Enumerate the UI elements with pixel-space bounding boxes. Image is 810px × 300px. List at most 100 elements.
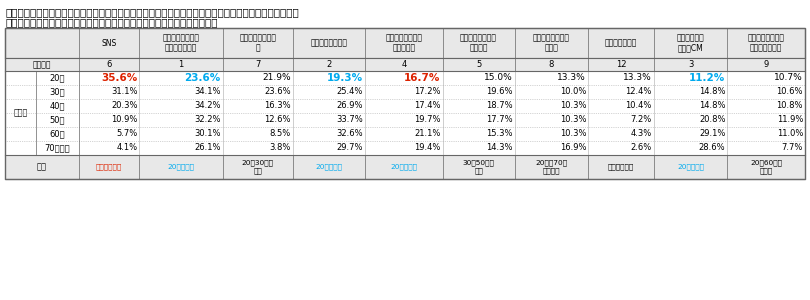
Text: 11.2%: 11.2% <box>689 73 726 83</box>
Text: 7.7%: 7.7% <box>782 143 803 152</box>
Text: 26.1%: 26.1% <box>194 143 220 152</box>
Bar <box>5 28 805 58</box>
Text: 34.2%: 34.2% <box>194 101 220 110</box>
Text: 20〜60代が
同程度: 20〜60代が 同程度 <box>750 160 782 174</box>
Text: 2.6%: 2.6% <box>630 143 652 152</box>
Text: 28.6%: 28.6% <box>699 143 726 152</box>
Text: 2: 2 <box>326 60 331 69</box>
Text: 8: 8 <box>548 60 554 69</box>
Text: 19.7%: 19.7% <box>414 116 441 124</box>
Text: 10.3%: 10.3% <box>560 101 586 110</box>
Text: 10.3%: 10.3% <box>560 116 586 124</box>
Text: 20〜30代が
高い: 20〜30代が 高い <box>242 160 274 174</box>
Text: 15.0%: 15.0% <box>484 74 513 82</box>
Text: 10.7%: 10.7% <box>774 74 803 82</box>
Text: 年代別: 年代別 <box>13 109 28 118</box>
Text: 10.3%: 10.3% <box>560 130 586 139</box>
Text: 20代が最低: 20代が最低 <box>390 164 417 170</box>
Text: 17.7%: 17.7% <box>486 116 513 124</box>
Text: 19.3%: 19.3% <box>327 73 363 83</box>
Text: 販売店などの店頭: 販売店などの店頭 <box>310 38 347 47</box>
Bar <box>5 155 805 179</box>
Text: 21.9%: 21.9% <box>262 74 291 82</box>
Text: 16.7%: 16.7% <box>404 73 441 83</box>
Text: 25.4%: 25.4% <box>337 88 363 97</box>
Text: 30.1%: 30.1% <box>194 130 220 139</box>
Text: 30代: 30代 <box>49 88 65 97</box>
Text: 33.7%: 33.7% <box>336 116 363 124</box>
Text: 比較・まとめサイ
ト: 比較・まとめサイ ト <box>239 33 276 53</box>
Text: 17.2%: 17.2% <box>414 88 441 97</box>
Text: 20代と70以
上が高い: 20代と70以 上が高い <box>535 160 568 174</box>
Text: 16.3%: 16.3% <box>264 101 291 110</box>
Text: 32.6%: 32.6% <box>336 130 363 139</box>
Text: テレビ番組／
テレビCM: テレビ番組／ テレビCM <box>676 33 705 53</box>
Text: 12: 12 <box>616 60 626 69</box>
Text: 18.7%: 18.7% <box>486 101 513 110</box>
Text: 12.4%: 12.4% <box>625 88 652 97</box>
Text: 31.1%: 31.1% <box>111 88 138 97</box>
Text: 20.8%: 20.8% <box>699 116 726 124</box>
Text: 19.6%: 19.6% <box>486 88 513 97</box>
Text: 3.8%: 3.8% <box>270 143 291 152</box>
Bar <box>5 71 805 155</box>
Text: 5: 5 <box>476 60 481 69</box>
Text: 20.3%: 20.3% <box>111 101 138 110</box>
Text: 21.1%: 21.1% <box>414 130 441 139</box>
Text: 50代: 50代 <box>49 116 65 124</box>
Text: 19.4%: 19.4% <box>414 143 441 152</box>
Text: SNS: SNS <box>101 38 117 47</box>
Text: 13.3%: 13.3% <box>557 74 586 82</box>
Text: 4.3%: 4.3% <box>630 130 652 139</box>
Text: 26.9%: 26.9% <box>336 101 363 110</box>
Text: 40代: 40代 <box>49 101 65 110</box>
Bar <box>5 58 805 71</box>
Text: 32.2%: 32.2% <box>194 116 220 124</box>
Text: 傾向: 傾向 <box>36 163 47 172</box>
Text: 11.9%: 11.9% <box>777 116 803 124</box>
Text: 20代が最低: 20代が最低 <box>168 164 194 170</box>
Text: 友人・知人・家族
のクチコミ: 友人・知人・家族 のクチコミ <box>386 33 422 53</box>
Text: 全体順位: 全体順位 <box>32 60 51 69</box>
Text: 23.6%: 23.6% <box>264 88 291 97</box>
Text: 29.7%: 29.7% <box>336 143 363 152</box>
Text: 14.8%: 14.8% <box>699 101 726 110</box>
Text: 10.0%: 10.0% <box>560 88 586 97</box>
Text: 15.3%: 15.3% <box>486 130 513 139</box>
Text: 1: 1 <box>178 60 184 69</box>
Text: 8.5%: 8.5% <box>270 130 291 139</box>
Text: 7: 7 <box>255 60 261 69</box>
Text: 20代が最低: 20代が最低 <box>677 164 704 170</box>
Text: 10.4%: 10.4% <box>625 101 652 110</box>
Text: 10.6%: 10.6% <box>777 88 803 97</box>
Text: 5.7%: 5.7% <box>116 130 138 139</box>
Text: 11.0%: 11.0% <box>777 130 803 139</box>
Text: 30〜50代が
高い: 30〜50代が 高い <box>463 160 495 174</box>
Text: ネットショッピン
グサイト: ネットショッピン グサイト <box>460 33 497 53</box>
Text: 17.4%: 17.4% <box>414 101 441 110</box>
Text: 20代が最低: 20代が最低 <box>316 164 343 170</box>
Text: 16.9%: 16.9% <box>560 143 586 152</box>
Text: メーカーなどの公
式ウェブサイト: メーカーなどの公 式ウェブサイト <box>163 33 199 53</box>
Text: 60代: 60代 <box>49 130 65 139</box>
Bar <box>5 28 805 179</box>
Text: 9: 9 <box>764 60 769 69</box>
Text: 70代以上: 70代以上 <box>45 143 70 152</box>
Text: インターネット上
の広告: インターネット上 の広告 <box>533 33 570 53</box>
Text: 若いほど高い: 若いほど高い <box>96 164 122 170</box>
Text: 6: 6 <box>106 60 112 69</box>
Text: ください。　（お答えはいくつでも）」への回答を２０代の順位で並べ替え: ください。 （お答えはいくつでも）」への回答を２０代の順位で並べ替え <box>5 17 218 27</box>
Text: 3: 3 <box>688 60 693 69</box>
Text: 図表８「あなたは顔や全身のスキンケアの情報をどこから得ていますか。当てはまるものをすべて教えて: 図表８「あなたは顔や全身のスキンケアの情報をどこから得ていますか。当てはまるもの… <box>5 7 299 17</box>
Text: 14.3%: 14.3% <box>486 143 513 152</box>
Text: 14.8%: 14.8% <box>699 88 726 97</box>
Text: 13.3%: 13.3% <box>623 74 652 82</box>
Text: 34.1%: 34.1% <box>194 88 220 97</box>
Text: 7.2%: 7.2% <box>630 116 652 124</box>
Text: 10.9%: 10.9% <box>111 116 138 124</box>
Text: 10.8%: 10.8% <box>777 101 803 110</box>
Text: 4.1%: 4.1% <box>117 143 138 152</box>
Text: ニュースサイト・
ニュースアプリ: ニュースサイト・ ニュースアプリ <box>748 33 785 53</box>
Text: 23.6%: 23.6% <box>185 73 220 83</box>
Text: 29.1%: 29.1% <box>699 130 726 139</box>
